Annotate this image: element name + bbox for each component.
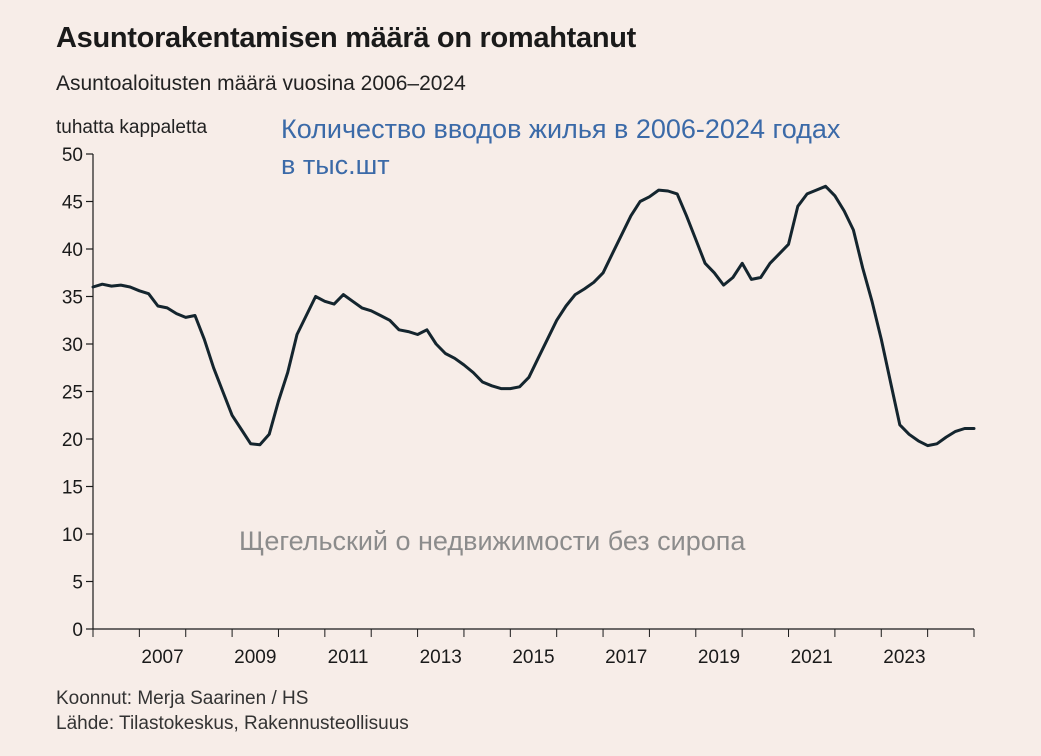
y-tick-label: 45 (62, 193, 83, 214)
x-tick-label: 2023 (883, 647, 925, 668)
series-group (91, 184, 976, 448)
y-tick-label: 35 (62, 288, 83, 309)
chart-subtitle: Asuntoaloitusten määrä vuosina 2006–2024 (56, 72, 466, 95)
y-tick-label: 20 (62, 430, 83, 451)
y-tick-label: 25 (62, 383, 83, 404)
russian-annotation-line-1: Количество вводов жилья в 2006-2024 года… (281, 114, 841, 144)
y-tick-label: 15 (62, 478, 83, 499)
x-tick-label: 2021 (791, 647, 833, 668)
credit-compiled: Koonnut: Merja Saarinen / HS (56, 688, 309, 709)
y-axis: 0 5 10 15 20 25 30 35 40 45 50 (62, 145, 94, 641)
x-tick-label: 2007 (141, 647, 183, 668)
x-tick-label: 2017 (605, 647, 647, 668)
russian-annotation: Количество вводов жилья в 2006-2024 года… (281, 111, 840, 183)
y-axis-unit-label: tuhatta kappaletta (56, 117, 208, 138)
y-tick-label: 40 (62, 240, 83, 261)
chart-title: Asuntorakentamisen määrä on romahtanut (56, 22, 637, 54)
x-tick-label: 2013 (420, 647, 462, 668)
x-tick-label: 2009 (234, 647, 276, 668)
x-tick-label: 2011 (328, 647, 369, 668)
x-axis: 2007 2009 2011 2013 2015 2017 2019 2021 2023 (92, 628, 975, 668)
x-tick-label: 2019 (698, 647, 740, 668)
series-line (91, 184, 976, 448)
x-tick-label: 2015 (512, 647, 554, 668)
watermark: Щегельский о недвижимости без сиропа (239, 526, 746, 556)
y-tick-label: 5 (72, 573, 83, 594)
y-tick-label: 0 (72, 620, 83, 641)
y-tick-label: 10 (62, 525, 83, 546)
y-tick-label: 30 (62, 335, 83, 356)
y-tick-label: 50 (62, 145, 83, 166)
russian-annotation-line-2: в тыс.шт (281, 150, 390, 180)
credit-source: Lähde: Tilastokeskus, Rakennusteollisuus (56, 713, 409, 734)
credits: Koonnut: Merja Saarinen / HS Lähde: Tila… (56, 686, 409, 736)
